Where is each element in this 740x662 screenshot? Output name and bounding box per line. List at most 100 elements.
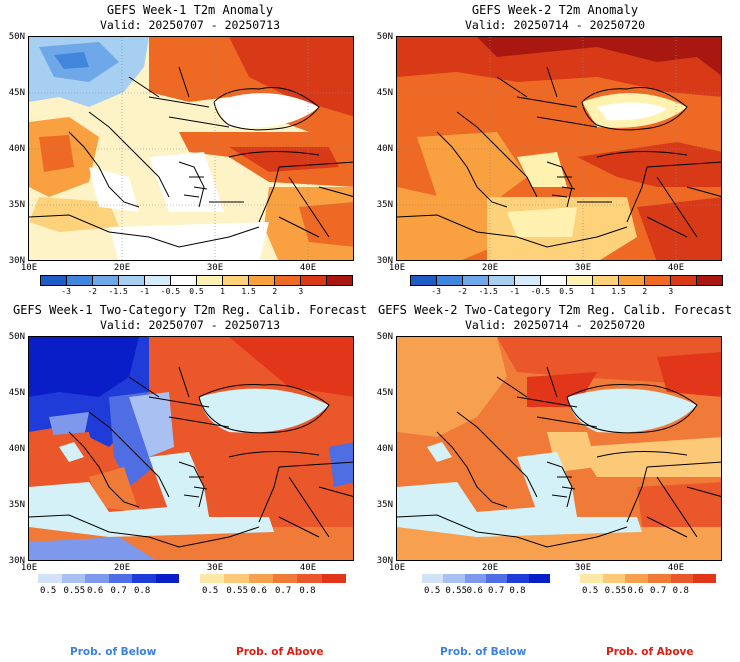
prob-below-swatch — [507, 574, 529, 583]
p2-lat-35: 35N — [376, 200, 393, 210]
p3-lon-20: 20E — [113, 563, 131, 573]
prob-above-tick-label: 0.6 — [627, 586, 644, 596]
legend-prob-below-left: Prob. of Below — [70, 646, 157, 658]
p1-lat-30: 30N — [8, 256, 25, 266]
anomaly-swatch — [223, 276, 249, 285]
p4-lon-40: 40E — [667, 563, 685, 573]
prob-below-tick-label: 0.7 — [488, 586, 505, 596]
anomaly-tick-label: -3 — [61, 287, 71, 296]
panel1-map — [28, 36, 354, 261]
prob-above-tick-label: 0.55 — [226, 586, 249, 596]
prob-below-tick-label: 0.6 — [466, 586, 483, 596]
p4-lon-30: 30E — [574, 563, 592, 573]
anomaly-tick-label: -2 — [87, 287, 97, 296]
prob-above-tick-label: 0.7 — [275, 586, 292, 596]
p1-lon-20: 20E — [113, 263, 131, 273]
anomaly-tick-label: 1.5 — [611, 287, 626, 296]
panel2-valid: Valid: 20250714 - 20250720 — [464, 18, 645, 32]
p3-lat-50: 50N — [8, 332, 25, 342]
panel4-valid: Valid: 20250714 - 20250720 — [464, 318, 645, 332]
anomaly-tick-label: 2 — [272, 287, 278, 296]
anomaly-tick-label: -1.5 — [108, 287, 128, 296]
p1-lat-35: 35N — [8, 200, 25, 210]
panel1-title: GEFS Week-1 T2m Anomaly — [106, 3, 274, 17]
prob-below-swatch — [528, 574, 550, 583]
prob-above-swatch — [670, 574, 694, 583]
anomaly-tick-label: 2 — [642, 287, 648, 296]
panel3-prob-below-bar — [38, 574, 179, 583]
panel1-anomaly-colorbar — [40, 275, 353, 286]
p3-lat-30: 30N — [8, 556, 25, 566]
prob-below-swatch — [422, 574, 444, 583]
anomaly-swatch — [41, 276, 67, 285]
prob-below-tick-label: 0.55 — [445, 586, 468, 596]
p1-lat-40: 40N — [8, 144, 25, 154]
anomaly-tick-label: -2 — [457, 287, 467, 296]
p3-lon-10: 10E — [20, 563, 38, 573]
anomaly-swatch — [145, 276, 171, 285]
panel2-title: GEFS Week-2 T2m Anomaly — [471, 3, 639, 17]
prob-above-swatch — [248, 574, 273, 583]
p3-lat-45: 45N — [8, 388, 25, 398]
prob-below-swatch — [132, 574, 156, 583]
anomaly-swatch — [515, 276, 541, 285]
anomaly-swatch — [567, 276, 593, 285]
p3-lat-40: 40N — [8, 444, 25, 454]
prob-below-swatch — [464, 574, 486, 583]
panel2-map — [396, 36, 722, 261]
anomaly-swatch — [93, 276, 119, 285]
p3-lat-35: 35N — [8, 500, 25, 510]
anomaly-swatch — [645, 276, 671, 285]
prob-below-swatch — [61, 574, 85, 583]
prob-below-swatch — [443, 574, 465, 583]
p1-lat-45: 45N — [8, 88, 25, 98]
p2-lat-50: 50N — [376, 32, 393, 42]
p4-lat-30: 30N — [376, 556, 393, 566]
anomaly-tick-label: -0.5 — [530, 287, 551, 296]
legend-prob-above-right: Prob. of Above — [606, 646, 694, 658]
panel4-map — [396, 336, 722, 561]
anomaly-swatch — [275, 276, 301, 285]
prob-above-tick-label: 0.6 — [250, 586, 267, 596]
p2-lat-30: 30N — [376, 256, 393, 266]
p2-lon-30: 30E — [574, 263, 592, 273]
prob-above-tick-label: 0.5 — [582, 586, 599, 596]
p3-lon-40: 40E — [299, 563, 317, 573]
prob-above-tick-label: 0.8 — [672, 586, 689, 596]
p1-lon-40: 40E — [299, 263, 317, 273]
prob-above-tick-label: 0.8 — [299, 586, 316, 596]
panel1-valid: Valid: 20250707 - 20250713 — [99, 18, 280, 32]
anomaly-tick-label: 1 — [590, 287, 595, 296]
anomaly-tick-label: -0.5 — [160, 287, 181, 296]
prob-below-tick-label: 0.8 — [134, 586, 151, 596]
prob-above-swatch — [693, 574, 717, 583]
anomaly-swatch — [411, 276, 437, 285]
panel2-anomaly-colorbar — [410, 275, 723, 286]
prob-below-swatch — [155, 574, 179, 583]
anomaly-swatch — [327, 276, 352, 285]
prob-below-swatch — [108, 574, 132, 583]
prob-above-swatch — [648, 574, 671, 583]
prob-above-swatch — [224, 574, 249, 583]
anomaly-tick-label: -1 — [509, 287, 520, 296]
anomaly-swatch — [197, 276, 223, 285]
prob-below-swatch — [85, 574, 109, 583]
prob-below-tick-label: 0.8 — [509, 586, 526, 596]
p2-lon-20: 20E — [481, 263, 499, 273]
p4-lat-40: 40N — [376, 444, 393, 454]
prob-above-swatch — [272, 574, 298, 583]
anomaly-tick-label: 0.5 — [559, 287, 574, 296]
prob-below-tick-label: 0.7 — [110, 586, 127, 596]
prob-above-swatch — [200, 574, 225, 583]
legend-prob-above-left: Prob. of Above — [236, 646, 324, 658]
anomaly-swatch — [697, 276, 722, 285]
anomaly-tick-label: -1 — [139, 287, 150, 296]
anomaly-swatch — [437, 276, 463, 285]
p2-lon-40: 40E — [667, 263, 685, 273]
anomaly-swatch — [593, 276, 619, 285]
prob-below-swatch — [38, 574, 62, 583]
p2-lat-40: 40N — [376, 144, 393, 154]
prob-above-swatch — [297, 574, 322, 583]
p2-lat-45: 45N — [376, 88, 393, 98]
anomaly-swatch — [249, 276, 275, 285]
